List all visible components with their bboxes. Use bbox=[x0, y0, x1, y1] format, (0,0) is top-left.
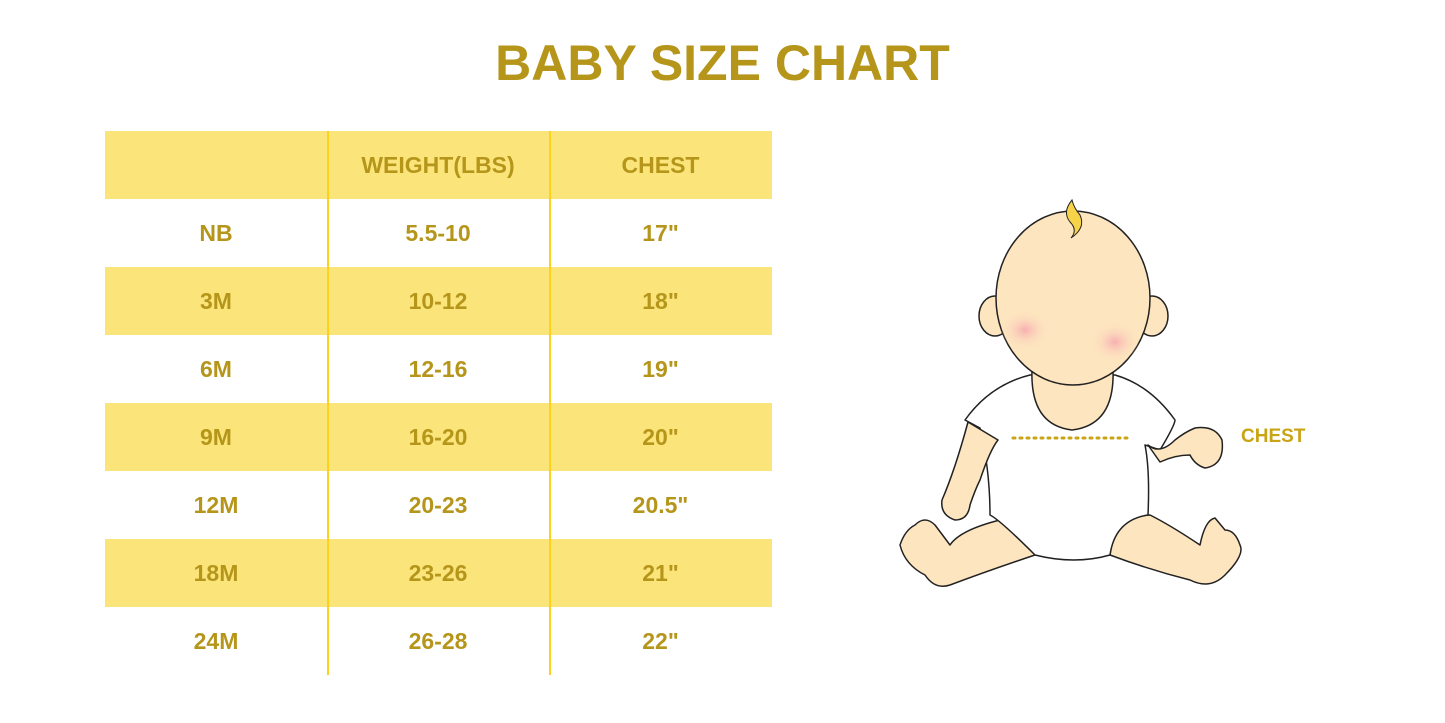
weight-cell: 20-23 bbox=[408, 491, 468, 518]
header-weight: WEIGHT(LBS) bbox=[361, 151, 515, 178]
hair-tuft-icon bbox=[1066, 198, 1083, 239]
header-chest: CHEST bbox=[621, 151, 700, 178]
weight-cell: 5.5-10 bbox=[405, 219, 471, 246]
table-header-row: WEIGHT(LBS) CHEST bbox=[105, 131, 772, 199]
weight-cell: 12-16 bbox=[408, 355, 468, 382]
right-arm bbox=[1147, 426, 1224, 469]
weight-cell: 10-12 bbox=[408, 287, 468, 314]
left-cheek bbox=[1000, 310, 1050, 350]
weight-cell: 23-26 bbox=[408, 559, 468, 586]
table-row: 3M 10-12 18" bbox=[105, 267, 772, 335]
weight-cell: 26-28 bbox=[408, 627, 468, 654]
page-title: BABY SIZE CHART bbox=[495, 35, 950, 91]
table-row: 24M 26-28 22" bbox=[105, 607, 772, 675]
left-leg bbox=[899, 519, 1036, 587]
table-row: 9M 16-20 20" bbox=[105, 403, 772, 471]
chest-cell: 19" bbox=[642, 355, 679, 382]
size-cell: 9M bbox=[200, 423, 232, 450]
left-arm bbox=[941, 421, 999, 521]
size-cell: NB bbox=[199, 219, 233, 246]
chest-cell: 20" bbox=[642, 423, 679, 450]
chest-cell: 20.5" bbox=[632, 491, 689, 518]
chest-cell: 18" bbox=[642, 287, 679, 314]
chest-label: CHEST bbox=[1241, 426, 1306, 447]
column-divider bbox=[549, 131, 551, 675]
right-leg bbox=[1109, 514, 1242, 585]
size-cell: 24M bbox=[193, 627, 239, 654]
table-row: NB 5.5-10 17" bbox=[105, 199, 772, 267]
size-cell: 12M bbox=[193, 491, 239, 518]
table-row: 6M 12-16 19" bbox=[105, 335, 772, 403]
column-divider bbox=[327, 131, 329, 675]
size-cell: 6M bbox=[200, 355, 232, 382]
table-row: 12M 20-23 20.5" bbox=[105, 471, 772, 539]
neck bbox=[1031, 369, 1114, 431]
size-cell: 18M bbox=[193, 559, 239, 586]
weight-cell: 16-20 bbox=[408, 423, 468, 450]
chest-cell: 21" bbox=[642, 559, 679, 586]
right-cheek bbox=[1090, 322, 1140, 362]
chest-cell: 22" bbox=[642, 627, 679, 654]
table-row: 18M 23-26 21" bbox=[105, 539, 772, 607]
chest-cell: 17" bbox=[642, 219, 679, 246]
size-cell: 3M bbox=[200, 287, 232, 314]
size-table: WEIGHT(LBS) CHEST NB 5.5-10 17" 3M 10-12… bbox=[105, 131, 772, 675]
